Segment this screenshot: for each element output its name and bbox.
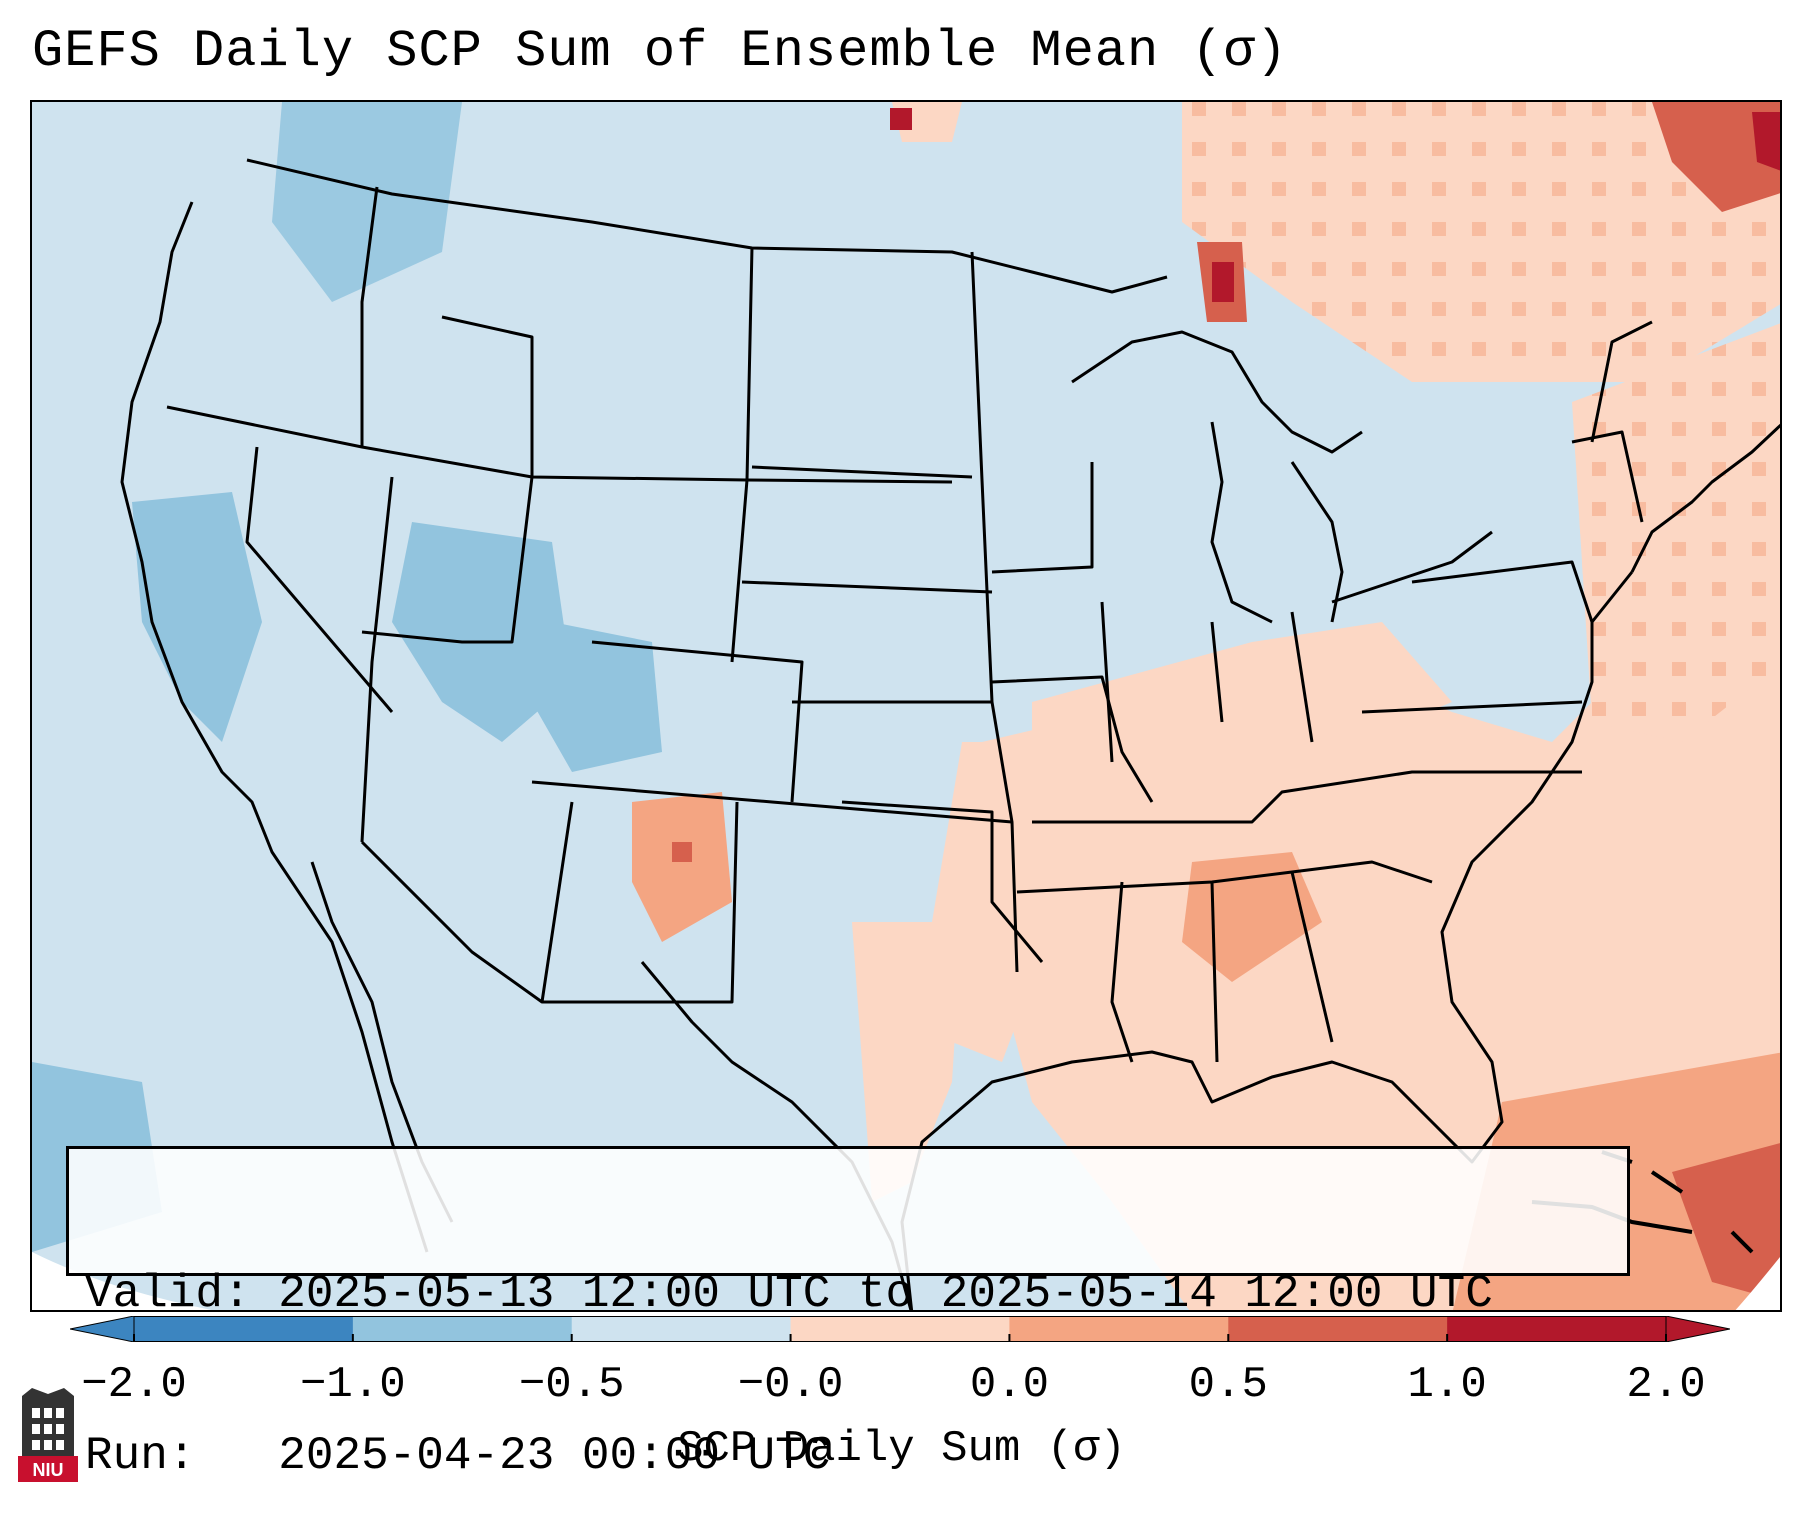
in-oh-line xyxy=(1210,621,1224,723)
upper-peninsula-extreme xyxy=(1212,262,1234,302)
projection-edge-se xyxy=(1735,1256,1780,1310)
new-mexico-positive-area xyxy=(632,792,732,942)
lake-superior-shore xyxy=(1071,330,1363,454)
colorado-line xyxy=(591,640,804,803)
canada-speckle xyxy=(1182,102,1780,382)
sd-nd-line xyxy=(751,465,973,479)
run-value: 2025-04-23 00:00 UTC xyxy=(278,1430,831,1482)
colorbar-segment xyxy=(571,1316,792,1342)
north-dakota-max xyxy=(890,108,912,130)
ohio-valley-positive-field xyxy=(1032,622,1452,822)
valid-row: Valid: 2025-05-13 12:00 UTC to 2025-05-1… xyxy=(85,1267,1627,1321)
colorbar-tick-label: −2.0 xyxy=(81,1360,187,1410)
northeast-coast xyxy=(1630,423,1780,573)
arizona-line xyxy=(360,840,543,1004)
colorbar-ticks xyxy=(133,1334,1667,1342)
al-line xyxy=(1210,881,1219,1063)
run-label: Run: xyxy=(85,1430,196,1482)
colorbar-segment xyxy=(790,1316,1010,1342)
utah-line xyxy=(361,476,534,644)
chart-title: GEFS Daily SCP Sum of Ensemble Mean (σ) xyxy=(32,22,1288,81)
oh-pa-line xyxy=(1290,611,1314,743)
colorbar-segment xyxy=(1228,1316,1448,1342)
new-mexico-line xyxy=(540,801,739,1004)
northeast-speckle xyxy=(1572,323,1780,742)
east-texas-positive-area xyxy=(852,922,962,1202)
va-nc-line xyxy=(1361,700,1583,714)
ga-line xyxy=(1290,871,1334,1043)
missouri-line xyxy=(991,675,1154,803)
colorbar-tick-label: 0.5 xyxy=(1188,1360,1268,1410)
map-panel xyxy=(30,100,1782,1312)
logo-text: NIU xyxy=(33,1460,64,1480)
colorbar-segment xyxy=(1009,1316,1229,1342)
quebec-extreme xyxy=(1752,112,1780,171)
nevada-line xyxy=(245,446,394,713)
new-mexico-max xyxy=(672,842,692,862)
il-in-line xyxy=(1100,601,1114,763)
us-canada-border xyxy=(246,158,1168,294)
projection-edge-sw xyxy=(32,1252,212,1310)
niu-logo: NIU xyxy=(18,1388,78,1482)
boundaries xyxy=(120,158,1780,1310)
utah-negative-area xyxy=(392,522,572,742)
37n-line xyxy=(531,780,1013,824)
new-england-lines xyxy=(1571,430,1644,523)
iowa-line xyxy=(991,462,1094,574)
info-box: Valid: 2025-05-13 12:00 UTC to 2025-05-1… xyxy=(66,1146,1630,1482)
lake-michigan-shore xyxy=(1210,421,1273,624)
colorbar-extend-low xyxy=(70,1316,135,1342)
northwest-negative-area xyxy=(272,102,462,302)
caribbean-max xyxy=(1672,1143,1780,1301)
lake-huron-shore xyxy=(1290,461,1344,623)
lake-erie-shore xyxy=(1331,530,1493,604)
ms-line xyxy=(1110,881,1134,1063)
colorbar xyxy=(70,1316,1730,1342)
colorbar-tick-label: 2.0 xyxy=(1626,1360,1706,1410)
montana-east-line xyxy=(730,246,754,663)
valid-value: 2025-05-13 12:00 UTC to 2025-05-14 12:00… xyxy=(278,1268,1493,1320)
idaho-west-line xyxy=(360,186,379,447)
california-negative-area xyxy=(132,492,262,742)
colorbar-tick-label: 1.0 xyxy=(1407,1360,1487,1410)
colorbar-tick-label: −0.5 xyxy=(518,1360,625,1410)
logo-banner xyxy=(18,1456,78,1482)
quebec-positive-max xyxy=(1652,102,1780,212)
west-coast xyxy=(120,201,429,1253)
colorbar-segment xyxy=(134,1316,354,1342)
gulf-atlantic-coast xyxy=(900,571,1634,1310)
colorbar-segment xyxy=(1447,1316,1667,1342)
colorbar-tick-label: 0.0 xyxy=(969,1360,1050,1410)
ny-vt-line xyxy=(1590,320,1653,443)
alabama-positive-area xyxy=(1182,852,1322,982)
idaho-wyoming-line xyxy=(441,315,534,477)
nevada-utah-line xyxy=(360,476,394,843)
oklahoma-line xyxy=(841,800,1044,963)
anomaly-field xyxy=(32,102,1780,1310)
ne-sd-line xyxy=(741,580,993,594)
colorbar-tick-label: −1.0 xyxy=(300,1360,406,1410)
logo-tower xyxy=(22,1388,74,1456)
colorbar-extend-high xyxy=(1665,1316,1730,1342)
run-row: Run: 2025-04-23 00:00 UTC xyxy=(85,1429,1627,1483)
colorado-negative-area xyxy=(532,622,662,772)
colorbar-segments xyxy=(70,1316,1730,1342)
colorbar-segment xyxy=(352,1316,573,1342)
pa-line xyxy=(1411,560,1594,623)
map-svg xyxy=(32,102,1780,1310)
colorbar-tick-label: −0.0 xyxy=(737,1360,844,1410)
tennessee-line xyxy=(1032,770,1582,824)
valid-label: Valid: xyxy=(85,1268,251,1320)
colorbar-label: SCP Daily Sum (σ) xyxy=(677,1424,1126,1474)
